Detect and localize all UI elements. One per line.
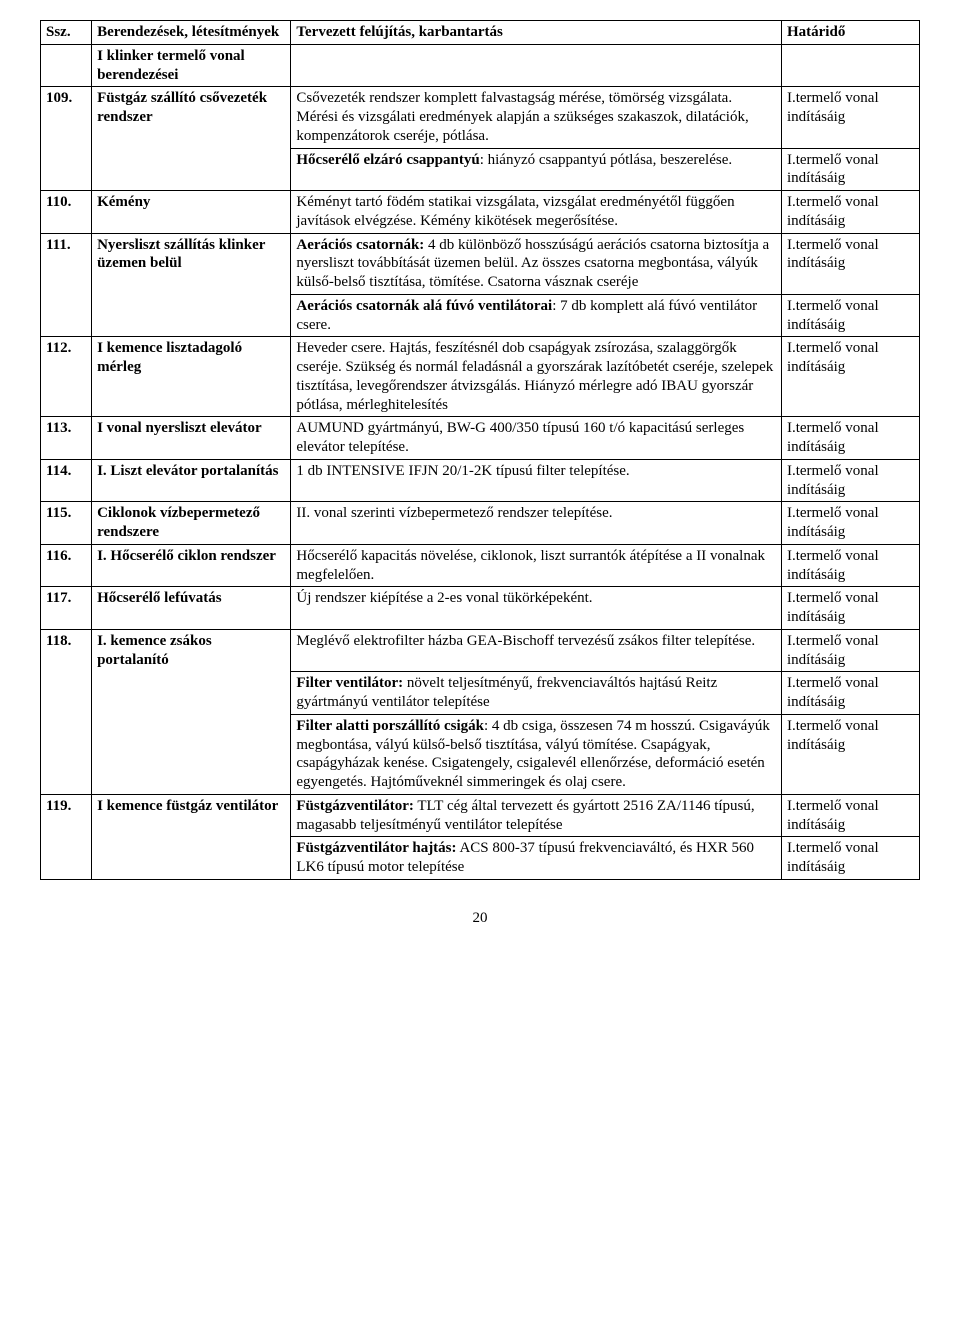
deadline-cell: I.termelő vonal indításáig — [781, 794, 919, 837]
device-name: I. Liszt elevátor portalanítás — [92, 459, 291, 502]
plan-cell: Füstgázventilátor: TLT cég által terveze… — [291, 794, 782, 837]
plan-prefix: Füstgázventilátor: — [296, 798, 413, 814]
plan-prefix: Filter alatti porszállító csigák — [296, 718, 484, 734]
plan-cell: Hőcserélő elzáró csappantyú: hiányzó csa… — [291, 148, 782, 191]
header-ssz: Ssz. — [41, 21, 92, 45]
row-number: 115. — [41, 502, 92, 545]
device-name: I. kemence zsákos portalanító — [92, 629, 291, 794]
device-name: I vonal nyersliszt elevátor — [92, 417, 291, 460]
device-name: Ciklonok vízbepermetező rendszere — [92, 502, 291, 545]
plan-cell: Filter ventilátor: növelt teljesítményű,… — [291, 672, 782, 715]
deadline-cell: I.termelő vonal indításáig — [781, 502, 919, 545]
deadline-cell: I.termelő vonal indításáig — [781, 629, 919, 672]
deadline-cell: I.termelő vonal indításáig — [781, 714, 919, 794]
prelim-plan — [291, 44, 782, 87]
deadline-cell: I.termelő vonal indításáig — [781, 148, 919, 191]
prelim-device: I klinker termelő vonal berendezései — [92, 44, 291, 87]
plan-cell: AUMUND gyártmányú, BW-G 400/350 típusú 1… — [291, 417, 782, 460]
plan-cell: 1 db INTENSIVE IFJN 20/1-2K típusú filte… — [291, 459, 782, 502]
deadline-cell: I.termelő vonal indításáig — [781, 587, 919, 630]
maintenance-table: Ssz.Berendezések, létesítményekTervezett… — [40, 20, 920, 880]
plan-prefix: Füstgázventilátor hajtás: — [296, 840, 456, 856]
plan-cell: Csővezeték rendszer komplett falvastagsá… — [291, 87, 782, 148]
device-name: I kemence füstgáz ventilátor — [92, 794, 291, 879]
row-number: 109. — [41, 87, 92, 191]
plan-prefix: Filter ventilátor: — [296, 675, 403, 691]
device-name: Hőcserélő lefúvatás — [92, 587, 291, 630]
deadline-cell: I.termelő vonal indításáig — [781, 294, 919, 337]
header-deadline: Határidő — [781, 21, 919, 45]
device-name: I kemence lisztadagoló mérleg — [92, 337, 291, 417]
device-name: Kémény — [92, 191, 291, 234]
plan-cell: Meglévő elektrofilter házba GEA-Bischoff… — [291, 629, 782, 672]
deadline-cell: I.termelő vonal indításáig — [781, 837, 919, 880]
device-name: Füstgáz szállító csővezeték rendszer — [92, 87, 291, 191]
deadline-cell: I.termelő vonal indításáig — [781, 191, 919, 234]
plan-cell: Aerációs csatornák alá fúvó ventilátorai… — [291, 294, 782, 337]
deadline-cell: I.termelő vonal indításáig — [781, 459, 919, 502]
page-number: 20 — [40, 910, 920, 927]
prelim-deadline — [781, 44, 919, 87]
plan-cell: Új rendszer kiépítése a 2-es vonal tükör… — [291, 587, 782, 630]
deadline-cell: I.termelő vonal indításáig — [781, 337, 919, 417]
row-number: 113. — [41, 417, 92, 460]
plan-cell: Füstgázventilátor hajtás: ACS 800-37 típ… — [291, 837, 782, 880]
plan-cell: Heveder csere. Hajtás, feszítésnél dob c… — [291, 337, 782, 417]
row-number: 118. — [41, 629, 92, 794]
plan-cell: Hőcserélő kapacitás növelése, ciklonok, … — [291, 544, 782, 587]
row-number: 112. — [41, 337, 92, 417]
deadline-cell: I.termelő vonal indításáig — [781, 87, 919, 148]
row-number: 119. — [41, 794, 92, 879]
plan-cell: II. vonal szerinti vízbepermetező rendsz… — [291, 502, 782, 545]
plan-prefix: Aerációs csatornák: — [296, 237, 424, 253]
deadline-cell: I.termelő vonal indításáig — [781, 672, 919, 715]
header-device: Berendezések, létesítmények — [92, 21, 291, 45]
device-name: I. Hőcserélő ciklon rendszer — [92, 544, 291, 587]
prelim-empty — [41, 44, 92, 87]
deadline-cell: I.termelő vonal indításáig — [781, 544, 919, 587]
plan-prefix: Hőcserélő elzáró csappantyú — [296, 152, 479, 168]
deadline-cell: I.termelő vonal indításáig — [781, 233, 919, 294]
device-name: Nyersliszt szállítás klinker üzemen belü… — [92, 233, 291, 337]
plan-rest: : hiányzó csappantyú pótlása, beszerelés… — [480, 152, 732, 168]
header-plan: Tervezett felújítás, karbantartás — [291, 21, 782, 45]
plan-cell: Aerációs csatornák: 4 db különböző hossz… — [291, 233, 782, 294]
plan-cell: Filter alatti porszállító csigák: 4 db c… — [291, 714, 782, 794]
row-number: 110. — [41, 191, 92, 234]
row-number: 111. — [41, 233, 92, 337]
row-number: 117. — [41, 587, 92, 630]
plan-prefix: Aerációs csatornák alá fúvó ventilátorai — [296, 298, 552, 314]
plan-cell: Kéményt tartó födém statikai vizsgálata,… — [291, 191, 782, 234]
deadline-cell: I.termelő vonal indításáig — [781, 417, 919, 460]
row-number: 114. — [41, 459, 92, 502]
row-number: 116. — [41, 544, 92, 587]
